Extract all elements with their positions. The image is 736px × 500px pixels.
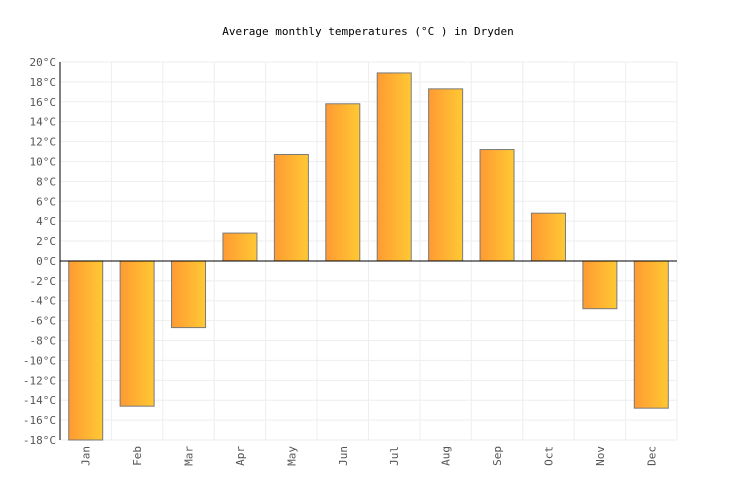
x-tick-label: Feb (131, 446, 144, 466)
x-tick-label: Nov (594, 446, 607, 466)
x-tick-label: May (285, 446, 298, 466)
y-tick-label: 14°C (30, 116, 57, 129)
bar-aug (428, 88, 464, 262)
y-tick-label: -10°C (23, 354, 56, 367)
bar-sep (479, 149, 515, 262)
x-tick-label: Apr (234, 446, 247, 466)
bar-may (273, 154, 309, 262)
y-tick-label: -18°C (23, 434, 56, 447)
bar-jun (325, 103, 361, 262)
bar-mar (171, 260, 207, 329)
y-tick-label: 4°C (36, 215, 56, 228)
bar-oct (530, 212, 566, 262)
y-tick-label: 8°C (36, 175, 56, 188)
y-tick-label: -14°C (23, 394, 56, 407)
x-tick-label: Jun (337, 446, 350, 466)
y-tick-label: 16°C (30, 96, 57, 109)
chart-title: Average monthly temperatures (°C ) in Dr… (222, 25, 514, 38)
x-tick-label: Dec (645, 446, 658, 466)
y-tick-label: 10°C (30, 155, 57, 168)
y-tick-label: 6°C (36, 195, 56, 208)
x-tick-label: Oct (542, 446, 555, 466)
bar-dec (633, 260, 669, 409)
x-tick-label: Jul (388, 446, 401, 466)
y-tick-label: 12°C (30, 136, 57, 149)
y-tick-label: -16°C (23, 414, 56, 427)
y-tick-label: 2°C (36, 235, 56, 248)
x-tick-label: Jan (80, 446, 93, 466)
bar-jan (68, 260, 104, 441)
bar-jul (376, 72, 412, 262)
y-tick-label: -4°C (30, 295, 57, 308)
y-tick-label: -8°C (30, 335, 57, 348)
y-tick-label: -2°C (30, 275, 57, 288)
y-tick-label: 20°C (30, 56, 57, 69)
y-tick-label: 0°C (36, 255, 56, 268)
y-tick-label: -12°C (23, 374, 56, 387)
bar-apr (222, 232, 258, 262)
x-tick-label: Aug (440, 446, 453, 466)
y-tick-label: -6°C (30, 315, 57, 328)
x-tick-label: Sep (491, 446, 504, 466)
x-tick-label: Mar (183, 446, 196, 466)
bar-feb (119, 260, 155, 407)
bar-nov (582, 260, 618, 310)
y-tick-label: 18°C (30, 76, 57, 89)
